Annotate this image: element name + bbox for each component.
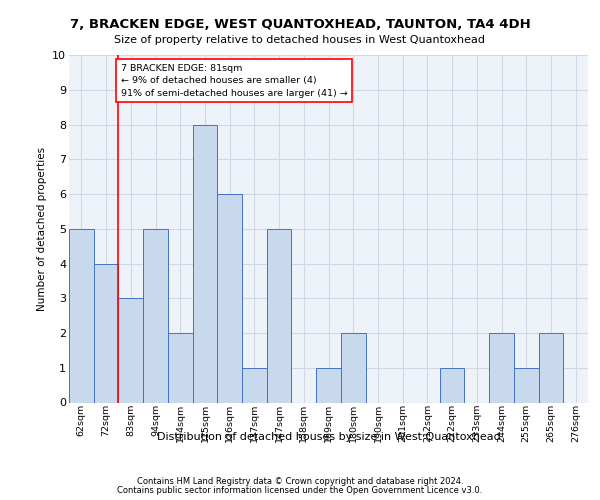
Bar [94, 264, 118, 402]
Bar [143, 229, 168, 402]
Text: Distribution of detached houses by size in West Quantoxhead: Distribution of detached houses by size … [157, 432, 500, 442]
Bar [69, 229, 94, 402]
Bar [341, 333, 365, 402]
Bar [242, 368, 267, 402]
Bar [118, 298, 143, 403]
Bar [267, 229, 292, 402]
Bar [440, 368, 464, 402]
Text: Contains public sector information licensed under the Open Government Licence v3: Contains public sector information licen… [118, 486, 482, 495]
Bar [316, 368, 341, 402]
Text: Contains HM Land Registry data © Crown copyright and database right 2024.: Contains HM Land Registry data © Crown c… [137, 477, 463, 486]
Text: 7, BRACKEN EDGE, WEST QUANTOXHEAD, TAUNTON, TA4 4DH: 7, BRACKEN EDGE, WEST QUANTOXHEAD, TAUNT… [70, 18, 530, 30]
Bar [489, 333, 514, 402]
Text: 7 BRACKEN EDGE: 81sqm
← 9% of detached houses are smaller (4)
91% of semi-detach: 7 BRACKEN EDGE: 81sqm ← 9% of detached h… [121, 64, 347, 98]
Bar [168, 333, 193, 402]
Bar [539, 333, 563, 402]
Y-axis label: Number of detached properties: Number of detached properties [37, 146, 47, 311]
Text: Size of property relative to detached houses in West Quantoxhead: Size of property relative to detached ho… [115, 35, 485, 45]
Bar [217, 194, 242, 402]
Bar [514, 368, 539, 402]
Bar [193, 124, 217, 402]
